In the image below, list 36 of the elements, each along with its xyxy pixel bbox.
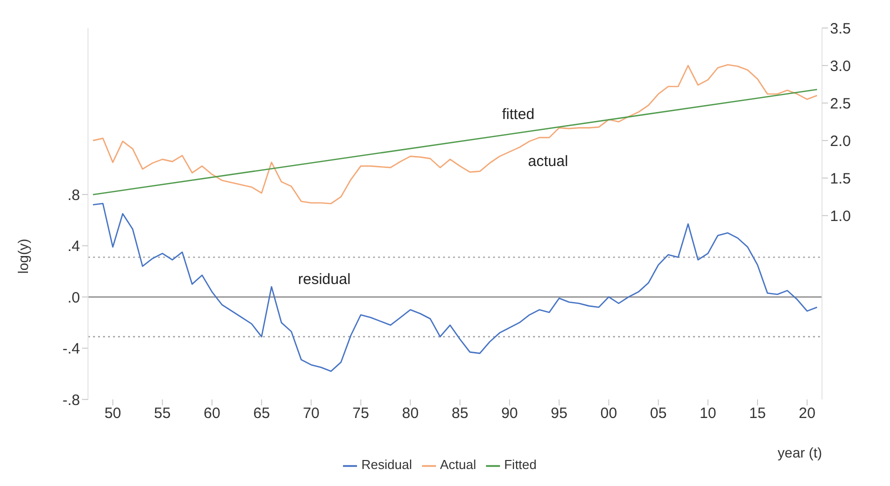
line-series	[92, 202, 818, 372]
y-tick-label: -.4	[62, 340, 80, 358]
y2-tick-label: 3.5	[830, 20, 851, 38]
line-series	[92, 64, 818, 204]
legend-label: Residual	[361, 457, 412, 472]
x-tick-label: 85	[452, 405, 468, 422]
x-tick-label: 65	[253, 405, 270, 422]
y-tick-label: .4	[67, 238, 80, 256]
y-tick-label: -.8	[62, 392, 80, 409]
y-axis-title: log(y)	[14, 238, 31, 274]
x-axis-title: year (t)	[778, 444, 822, 460]
y-tick-label: .8	[67, 186, 80, 204]
y2-tick-label: 2.5	[830, 95, 851, 112]
x-tick-label: 90	[501, 405, 518, 422]
x-tick-label: 20	[798, 405, 816, 422]
x-tick-label: 55	[154, 405, 171, 422]
x-tick-label: 80	[402, 405, 419, 422]
x-tick-label: 05	[650, 405, 667, 422]
x-tick-label: 95	[550, 405, 568, 422]
y-tick-label: .0	[67, 289, 80, 306]
x-tick-label: 00	[600, 405, 618, 422]
annotation: fitted	[502, 106, 535, 123]
annotation: actual	[528, 153, 568, 170]
legend-label: Fitted	[504, 457, 537, 472]
y2-tick-label: 1.0	[830, 208, 851, 225]
legend-label: Actual	[440, 457, 476, 472]
y2-tick-label: 3.0	[830, 58, 851, 75]
y2-tick-label: 2.0	[830, 132, 851, 150]
x-tick-label: 60	[204, 405, 220, 422]
x-tick-label: 50	[104, 405, 122, 422]
x-tick-label: 15	[749, 405, 766, 422]
x-tick-label: 10	[700, 405, 716, 422]
y2-tick-label: 1.5	[830, 170, 851, 188]
x-tick-label: 70	[302, 405, 320, 422]
annotation: residual	[298, 271, 351, 288]
x-tick-label: 75	[352, 405, 370, 422]
